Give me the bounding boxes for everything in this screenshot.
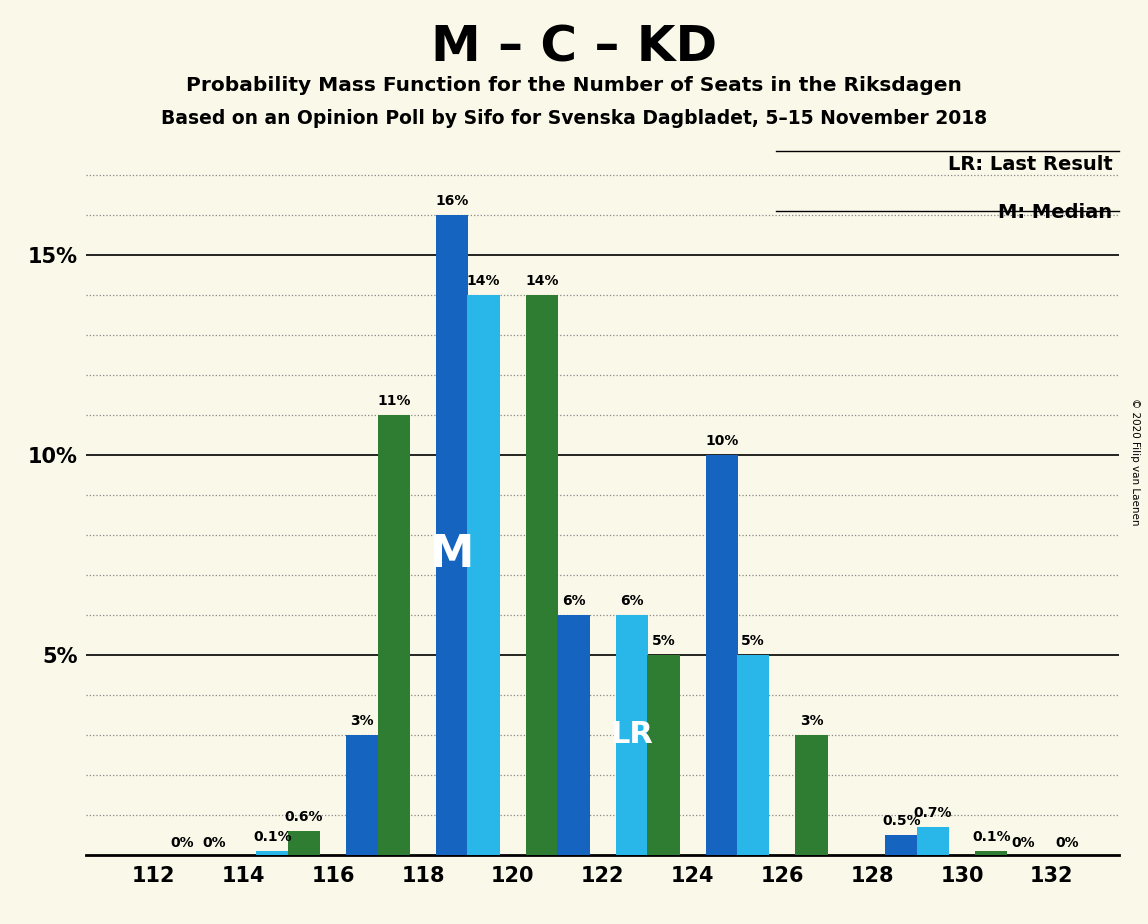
Text: 0%: 0%	[1056, 836, 1079, 850]
Text: 6%: 6%	[561, 594, 585, 608]
Text: LR: Last Result: LR: Last Result	[948, 155, 1112, 175]
Bar	[647, 655, 680, 855]
Text: 14%: 14%	[526, 274, 559, 288]
Text: 14%: 14%	[467, 274, 501, 288]
Text: 11%: 11%	[377, 394, 411, 407]
Bar	[436, 215, 468, 855]
Text: M: M	[430, 533, 474, 577]
Text: 0.1%: 0.1%	[972, 830, 1010, 844]
Text: 0%: 0%	[171, 836, 194, 850]
Bar	[796, 735, 828, 855]
Text: 10%: 10%	[705, 433, 738, 448]
Text: 3%: 3%	[800, 713, 823, 727]
Bar	[706, 455, 738, 855]
Bar	[467, 295, 499, 855]
Bar	[347, 735, 379, 855]
Bar	[288, 831, 320, 855]
Text: 0.5%: 0.5%	[882, 813, 921, 828]
Text: 0.7%: 0.7%	[914, 806, 952, 820]
Bar	[526, 295, 558, 855]
Text: © 2020 Filip van Laenen: © 2020 Filip van Laenen	[1130, 398, 1140, 526]
Text: M: Median: M: Median	[999, 203, 1112, 222]
Bar	[737, 655, 769, 855]
Text: 6%: 6%	[620, 594, 644, 608]
Bar	[917, 827, 949, 855]
Text: 0.1%: 0.1%	[254, 830, 292, 844]
Text: 0%: 0%	[1011, 836, 1034, 850]
Text: 5%: 5%	[651, 634, 675, 648]
Text: 0.6%: 0.6%	[285, 809, 324, 823]
Text: LR: LR	[611, 721, 653, 749]
Bar	[378, 415, 410, 855]
Bar	[256, 851, 288, 855]
Bar	[557, 614, 590, 855]
Text: Probability Mass Function for the Number of Seats in the Riksdagen: Probability Mass Function for the Number…	[186, 76, 962, 95]
Text: 16%: 16%	[435, 194, 468, 208]
Text: 3%: 3%	[350, 713, 374, 727]
Bar	[615, 614, 649, 855]
Bar	[975, 851, 1008, 855]
Text: M – C – KD: M – C – KD	[430, 23, 718, 71]
Text: 0%: 0%	[202, 836, 226, 850]
Text: Based on an Opinion Poll by Sifo for Svenska Dagbladet, 5–15 November 2018: Based on an Opinion Poll by Sifo for Sve…	[161, 109, 987, 128]
Text: 5%: 5%	[742, 634, 765, 648]
Bar	[885, 834, 917, 855]
